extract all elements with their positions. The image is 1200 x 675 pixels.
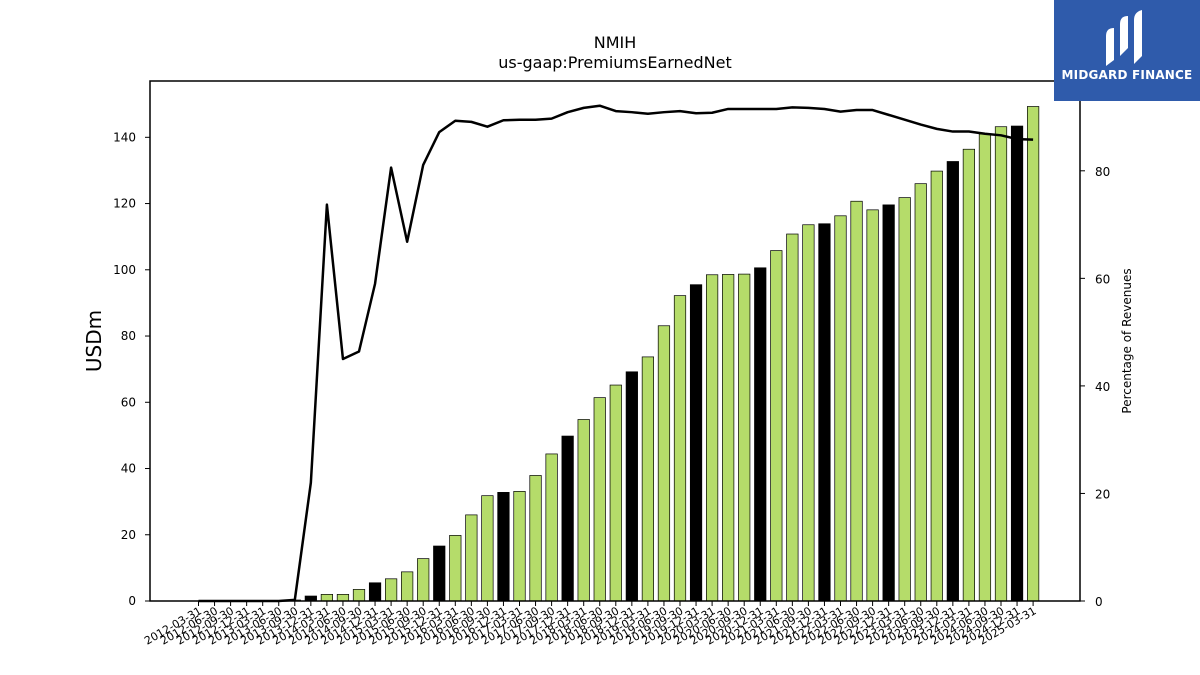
chart-title: NMIH	[594, 33, 637, 52]
bar-2021-06-30	[786, 233, 799, 602]
y-tick-label: 120	[113, 197, 136, 211]
y2-axis-label: Percentage of Revenues	[1120, 268, 1134, 413]
bar-2015-09-30	[417, 558, 430, 602]
y-tick-label: 0	[128, 594, 136, 608]
bar-2014-12-31	[368, 582, 382, 602]
y2-tick-label: 0	[1095, 595, 1103, 609]
x-axis-ticks: 2012-03-312012-06-302012-09-302012-12-31…	[142, 601, 1039, 648]
bar-2017-03-31	[513, 491, 526, 602]
bar-2018-03-31	[577, 419, 590, 602]
bar-2018-12-31	[625, 371, 638, 602]
bar-2024-12-31	[1010, 125, 1024, 602]
bar-2018-09-30	[609, 384, 622, 602]
bar-2021-12-31	[818, 223, 831, 602]
bar-2024-09-30	[994, 126, 1008, 602]
bar-2020-09-30	[738, 273, 751, 602]
bar-2019-09-30	[673, 295, 687, 602]
y-tick-label: 80	[121, 329, 136, 343]
bar-2017-06-30	[529, 475, 542, 602]
plot-frame	[149, 80, 1081, 602]
bar-2019-03-31	[641, 356, 655, 602]
bar-2020-06-30	[722, 274, 735, 602]
y2-tick-label: 80	[1095, 165, 1110, 179]
y-tick-label: 100	[113, 263, 136, 277]
bar-2015-03-31	[385, 578, 398, 602]
y-tick-label: 140	[113, 130, 136, 144]
bar-2022-03-31	[834, 215, 847, 602]
bar-2014-09-30	[352, 589, 366, 602]
bar-2023-09-30	[930, 170, 943, 602]
bar-2017-09-30	[545, 453, 558, 602]
bar-2021-03-31	[770, 250, 783, 602]
brand-name: MIDGARD FINANCE	[1061, 68, 1193, 82]
brand-mark-icon	[1106, 10, 1142, 66]
bar-2022-12-31	[882, 204, 895, 602]
bar-2015-12-31	[433, 545, 446, 602]
bar-2016-06-30	[465, 514, 478, 602]
y2-tick-label: 60	[1095, 272, 1110, 286]
bar-2024-03-31	[962, 148, 976, 602]
bar-2014-06-30	[336, 594, 350, 602]
bar-2016-03-31	[449, 535, 462, 602]
line-series-percentage	[198, 104, 1034, 603]
bar-2023-03-31	[898, 197, 911, 602]
bar-2022-06-30	[850, 200, 863, 602]
bar-2015-06-30	[401, 571, 414, 602]
bar-2017-12-31	[561, 435, 574, 602]
brand-logo: MIDGARD FINANCE	[1054, 0, 1200, 101]
bar-2024-06-30	[978, 133, 992, 602]
y2-axis-ticks: 0 20 40 60 80	[1080, 165, 1110, 609]
y-tick-label: 20	[121, 528, 136, 542]
line-group	[198, 104, 1034, 603]
bar-2019-12-31	[689, 284, 703, 602]
bar-2025-03-31	[1026, 106, 1040, 602]
bar-2016-12-31	[497, 492, 510, 602]
y2-tick-label: 40	[1095, 380, 1110, 394]
bar-2022-09-30	[866, 209, 879, 602]
bars-group	[288, 106, 1040, 602]
y-tick-label: 40	[121, 462, 136, 476]
y2-tick-label: 20	[1095, 487, 1110, 501]
bar-2020-12-31	[754, 267, 767, 602]
bar-2023-06-30	[914, 183, 927, 602]
bar-2019-06-30	[657, 325, 671, 602]
bar-2021-09-30	[802, 224, 815, 602]
bar-2018-06-30	[593, 397, 606, 602]
y-axis-ticks: 0 20 40 60 80 100 120 140	[113, 130, 150, 608]
y-axis-label: USDm	[82, 310, 106, 372]
bar-2014-03-31	[320, 594, 333, 602]
y-tick-label: 60	[121, 395, 136, 409]
bar-2023-12-31	[946, 161, 959, 602]
bar-2016-09-30	[481, 495, 494, 602]
chart-subtitle: us-gaap:PremiumsEarnedNet	[498, 53, 732, 72]
bar-2020-03-31	[705, 274, 719, 602]
